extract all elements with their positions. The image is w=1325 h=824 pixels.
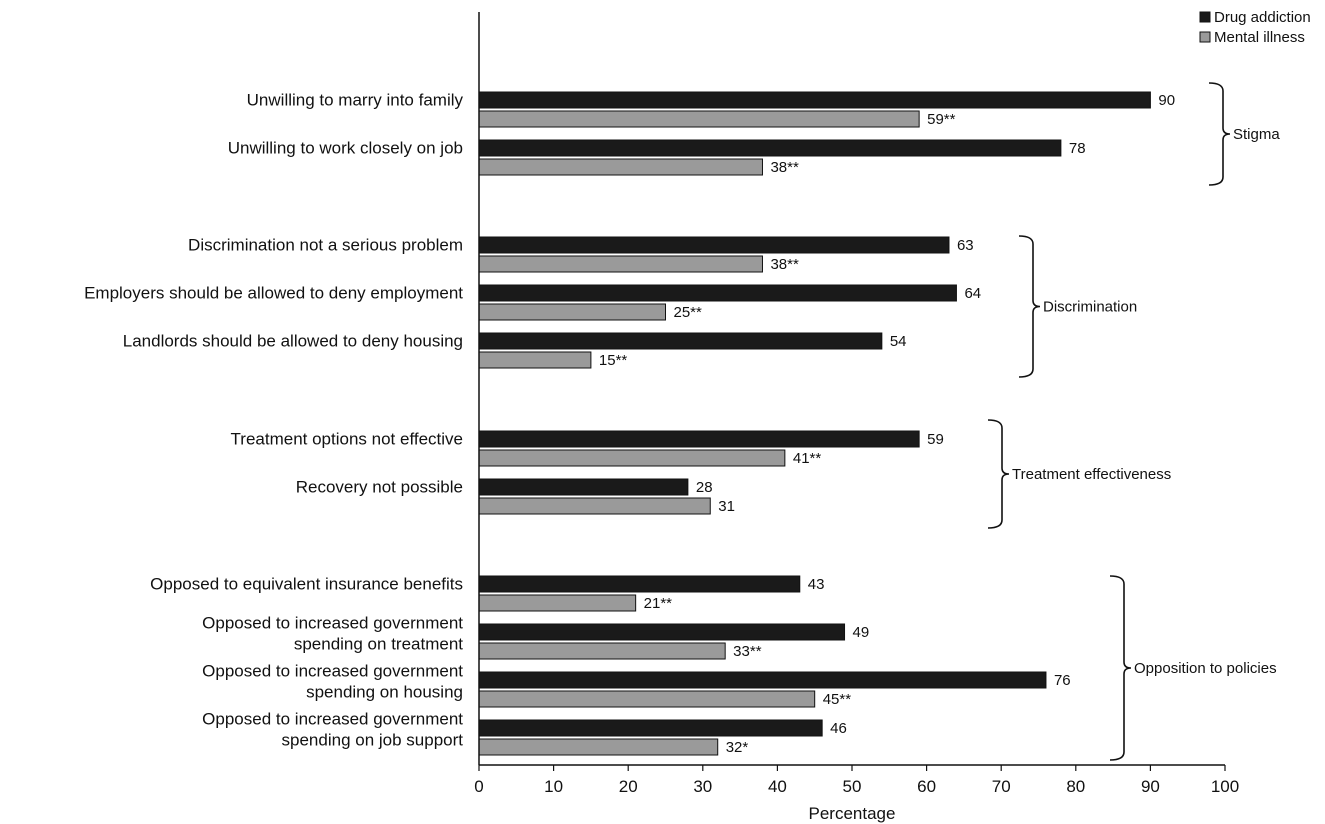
- category-label: Treatment options not effective: [231, 430, 463, 449]
- category-label: Opposed to equivalent insurance benefits: [150, 575, 463, 594]
- group-bracket: [987, 419, 1010, 529]
- data-label: 46: [830, 720, 847, 737]
- data-label: 76: [1054, 672, 1071, 689]
- category-label: spending on job support: [282, 731, 464, 750]
- x-tick-label: 0: [474, 777, 483, 796]
- legend-label-mental-illness: Mental illness: [1214, 29, 1305, 46]
- bar-drug-addiction: [478, 575, 801, 593]
- bar-drug-addiction: [478, 284, 957, 302]
- bar-mental-illness: [478, 497, 711, 515]
- category-label: Landlords should be allowed to deny hous…: [123, 332, 463, 351]
- data-label: 63: [957, 237, 974, 254]
- x-tick-label: 40: [768, 777, 787, 796]
- bar-mental-illness: [478, 255, 763, 273]
- data-label: 59: [927, 431, 944, 448]
- bar-drug-addiction: [478, 719, 823, 737]
- bar-drug-addiction: [478, 139, 1062, 157]
- category-label: Employers should be allowed to deny empl…: [84, 284, 463, 303]
- bar-mental-illness: [478, 303, 666, 321]
- x-tick-label: 60: [917, 777, 936, 796]
- data-label: 21**: [644, 595, 673, 612]
- group-label: Treatment effectiveness: [1012, 466, 1171, 483]
- bar-drug-addiction: [478, 478, 689, 496]
- category-label: Opposed to increased government: [202, 710, 463, 729]
- x-tick-label: 100: [1211, 777, 1239, 796]
- x-tick-label: 70: [992, 777, 1011, 796]
- bar-drug-addiction: [478, 236, 950, 254]
- bar-mental-illness: [478, 690, 816, 708]
- bar-mental-illness: [478, 449, 786, 467]
- group-bracket: [1109, 575, 1132, 761]
- legend-swatch-drug-addiction: [1199, 11, 1211, 23]
- x-tick-label: 90: [1141, 777, 1160, 796]
- data-label: 54: [890, 333, 907, 350]
- data-label: 59**: [927, 111, 956, 128]
- bar-drug-addiction: [478, 91, 1151, 109]
- bar-mental-illness: [478, 158, 763, 176]
- bar-drug-addiction: [478, 671, 1047, 689]
- data-label: 78: [1069, 140, 1086, 157]
- data-label: 28: [696, 479, 713, 496]
- bar-mental-illness: [478, 642, 726, 660]
- category-label: Discrimination not a serious problem: [188, 236, 463, 255]
- bar-drug-addiction: [478, 430, 920, 448]
- x-tick-label: 10: [544, 777, 563, 796]
- data-label: 41**: [793, 450, 822, 467]
- data-label: 32*: [726, 739, 749, 756]
- bar-mental-illness: [478, 738, 719, 756]
- category-label: spending on housing: [306, 683, 463, 702]
- x-tick-label: 30: [693, 777, 712, 796]
- legend-label-drug-addiction: Drug addiction: [1214, 9, 1311, 26]
- category-label: Recovery not possible: [296, 478, 463, 497]
- bar-mental-illness: [478, 110, 920, 128]
- data-label: 33**: [733, 643, 762, 660]
- category-label: Opposed to increased government: [202, 614, 463, 633]
- bar-drug-addiction: [478, 332, 883, 350]
- data-label: 38**: [770, 256, 799, 273]
- x-tick-label: 50: [843, 777, 862, 796]
- group-bracket: [1208, 82, 1231, 186]
- data-label: 43: [808, 576, 825, 593]
- data-label: 25**: [674, 304, 703, 321]
- group-label: Stigma: [1233, 126, 1280, 143]
- category-label: Unwilling to work closely on job: [228, 139, 463, 158]
- category-label: Opposed to increased government: [202, 662, 463, 681]
- data-label: 49: [853, 624, 870, 641]
- category-label: spending on treatment: [294, 635, 463, 654]
- x-axis-title: Percentage: [809, 804, 896, 823]
- data-label: 31: [718, 498, 735, 515]
- bar-drug-addiction: [478, 623, 846, 641]
- group-bracket: [1018, 235, 1041, 378]
- category-label: Unwilling to marry into family: [247, 91, 464, 110]
- group-label: Discrimination: [1043, 299, 1137, 316]
- data-label: 38**: [770, 159, 799, 176]
- data-label: 15**: [599, 352, 628, 369]
- legend-swatch-mental-illness: [1199, 31, 1211, 43]
- group-label: Opposition to policies: [1134, 660, 1277, 677]
- data-label: 64: [964, 285, 981, 302]
- data-label: 90: [1158, 92, 1175, 109]
- bar-mental-illness: [478, 351, 592, 369]
- x-tick-label: 20: [619, 777, 638, 796]
- x-tick-label: 80: [1066, 777, 1085, 796]
- bar-mental-illness: [478, 594, 637, 612]
- data-label: 45**: [823, 691, 852, 708]
